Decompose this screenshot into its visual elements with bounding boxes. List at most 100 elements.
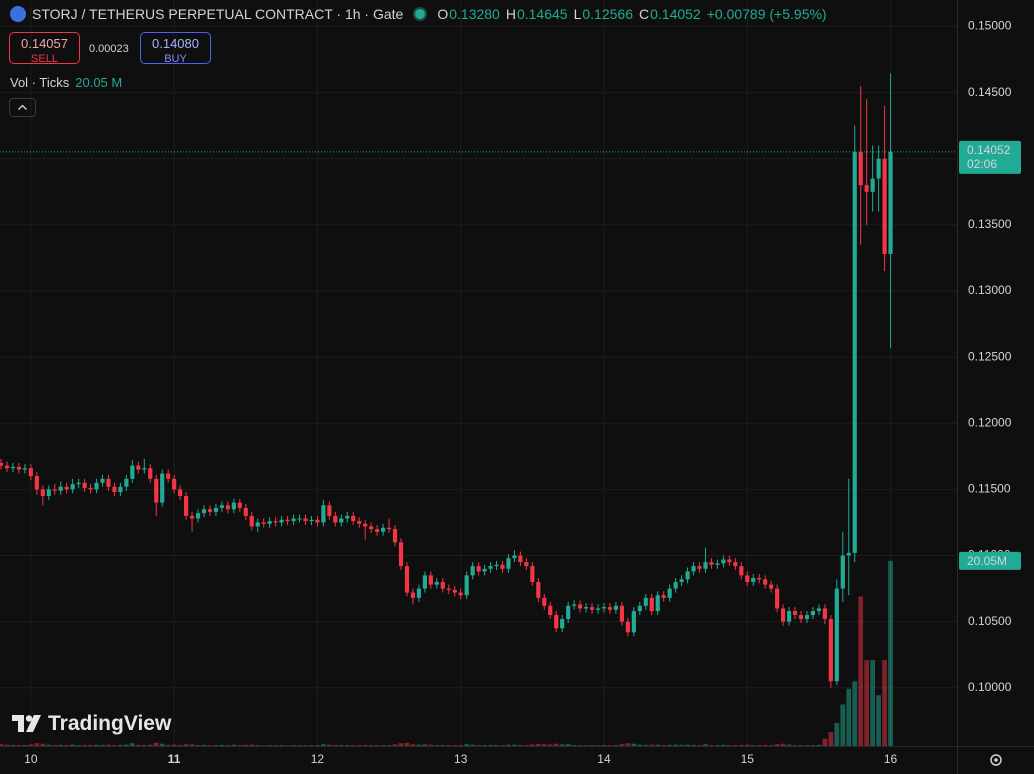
y-tick-label: 0.11500 bbox=[968, 482, 1011, 496]
volume-bar bbox=[649, 744, 655, 746]
scroll-to-realtime[interactable] bbox=[990, 754, 1002, 766]
candle-body bbox=[769, 584, 774, 589]
candle-body bbox=[28, 468, 33, 477]
candle-body bbox=[530, 566, 535, 582]
volume-bar bbox=[434, 745, 440, 746]
candle-body bbox=[279, 519, 284, 523]
candle-body bbox=[243, 507, 248, 516]
volume-bar bbox=[237, 745, 243, 746]
x-tick-label: 11 bbox=[168, 752, 181, 766]
candle-body bbox=[183, 496, 189, 516]
volume-bar bbox=[315, 745, 320, 746]
candle-body bbox=[201, 509, 207, 514]
candle-body bbox=[34, 476, 39, 490]
volume-bar bbox=[416, 744, 422, 746]
candle-body bbox=[548, 605, 553, 616]
volume-bar bbox=[261, 745, 267, 746]
candle-body bbox=[470, 566, 475, 576]
volume-bar bbox=[16, 744, 22, 746]
volume-bar bbox=[750, 745, 756, 746]
ohlc: O0.13280 H0.14645 L0.12566 C0.14052 bbox=[431, 6, 700, 22]
countdown: 02:06 bbox=[967, 157, 997, 171]
sell-button[interactable]: 0.14057 SELL bbox=[9, 32, 80, 65]
volume-bar bbox=[410, 744, 416, 746]
candle-body bbox=[231, 502, 236, 510]
volume-bar bbox=[679, 744, 684, 746]
candle-body bbox=[82, 482, 87, 489]
candle-body bbox=[560, 619, 565, 629]
volume-bar bbox=[249, 744, 255, 746]
volume-bar bbox=[738, 744, 744, 746]
symbol-icon bbox=[10, 6, 26, 22]
candle-body bbox=[619, 605, 624, 622]
y-tick-label: 0.12000 bbox=[968, 415, 1012, 429]
candle-body bbox=[476, 566, 481, 572]
volume-bar bbox=[285, 745, 290, 746]
y-tick-label: 0.12500 bbox=[968, 349, 1012, 363]
collapse-button[interactable] bbox=[9, 98, 36, 117]
volume-bar bbox=[129, 743, 135, 746]
volume-bar bbox=[882, 660, 887, 746]
volume-bar bbox=[440, 744, 446, 746]
candle-body bbox=[816, 608, 822, 612]
volume-bar bbox=[34, 743, 40, 746]
volume-bar bbox=[494, 745, 499, 746]
candle-body bbox=[172, 478, 177, 490]
candle-body bbox=[840, 555, 845, 589]
volume-bar bbox=[255, 745, 261, 746]
x-tick-label: 14 bbox=[597, 752, 611, 766]
volume-bar bbox=[756, 745, 762, 746]
candle-body bbox=[321, 505, 326, 523]
candle-body bbox=[536, 581, 541, 598]
candle-body bbox=[798, 615, 804, 620]
volume-bar bbox=[529, 744, 535, 746]
candle-body bbox=[446, 588, 451, 590]
volume-value: 20.05 M bbox=[75, 75, 123, 90]
candle-body bbox=[458, 592, 463, 596]
volume-bar bbox=[386, 745, 392, 746]
volume-bar bbox=[309, 745, 314, 746]
candle-body bbox=[888, 151, 893, 254]
candle-body bbox=[416, 588, 422, 598]
candle-body bbox=[834, 588, 839, 682]
candle-body bbox=[792, 611, 798, 616]
y-tick-label: 0.10000 bbox=[968, 680, 1012, 694]
volume-bar bbox=[595, 745, 601, 746]
candle-body bbox=[392, 529, 398, 543]
candle-body bbox=[858, 152, 863, 186]
volume-bar bbox=[607, 745, 613, 746]
candle-body bbox=[649, 597, 654, 612]
volume-bar bbox=[804, 745, 810, 746]
ohlc-key: L bbox=[573, 6, 582, 22]
candle-body bbox=[727, 559, 732, 563]
volume-bar bbox=[726, 745, 732, 746]
x-tick-label: 10 bbox=[24, 752, 38, 766]
candle-body bbox=[363, 523, 368, 527]
chevron bbox=[18, 104, 27, 110]
candle-body bbox=[136, 465, 141, 470]
volume-bar bbox=[589, 745, 595, 746]
change: +0.00789 (+5.95%) bbox=[706, 6, 827, 22]
volume-bar bbox=[112, 745, 117, 746]
candle-body bbox=[733, 562, 738, 567]
candle-body bbox=[721, 559, 726, 564]
candle-body bbox=[661, 595, 666, 598]
sell-label: SELL bbox=[31, 53, 58, 65]
candle-body bbox=[422, 575, 427, 589]
buy-button[interactable]: 0.14080 BUY bbox=[140, 32, 211, 65]
y-tick-label: 0.15000 bbox=[968, 19, 1012, 33]
candle-body bbox=[357, 521, 362, 524]
volume-bar bbox=[864, 660, 870, 746]
candle-body bbox=[0, 462, 4, 466]
candle-body bbox=[351, 515, 356, 522]
candle-body bbox=[315, 519, 320, 523]
candle-body bbox=[673, 581, 678, 589]
volume-bar bbox=[297, 745, 302, 746]
volume-bar bbox=[643, 744, 649, 746]
volume-bar bbox=[834, 722, 840, 746]
candle-body bbox=[189, 515, 195, 519]
candle-body bbox=[106, 478, 111, 487]
candle-body bbox=[369, 526, 374, 530]
candle-body bbox=[745, 575, 750, 582]
